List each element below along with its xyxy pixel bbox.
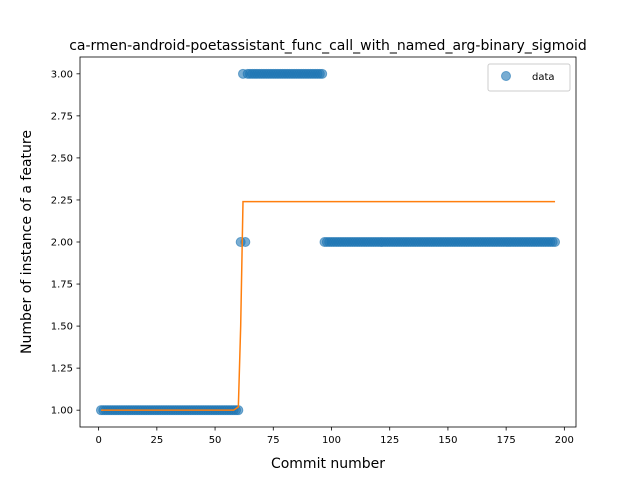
y-tick-label: 1.50: [51, 322, 73, 333]
y-tick-label: 2.00: [51, 238, 73, 249]
x-axis-label: Commit number: [271, 456, 385, 472]
y-tick-label: 1.00: [51, 406, 73, 417]
x-tick-label: 50: [209, 435, 222, 446]
x-tick-label: 0: [95, 435, 101, 446]
x-tick-label: 150: [438, 435, 457, 446]
x-tick-label: 75: [267, 435, 280, 446]
x-tick-label: 25: [150, 435, 163, 446]
y-tick-label: 2.50: [51, 153, 73, 164]
y-tick-label: 2.75: [51, 111, 73, 122]
plot-area: 0 25 50 75 100 125 150 175 200 1.00 1.25 1.50 1.75 2.…: [51, 56, 577, 446]
fit-line: [100, 200, 556, 411]
data-point: [240, 237, 251, 247]
x-tick-label: 100: [322, 435, 341, 446]
chart-title: ca-rmen-android-poetassistant_func_call_…: [69, 38, 587, 54]
legend: data: [487, 63, 571, 92]
data-point: [317, 68, 328, 79]
legend-label-data: data: [532, 72, 555, 83]
legend-marker-data: [501, 71, 511, 81]
x-tick-label: 200: [555, 435, 574, 446]
data-point: [550, 237, 561, 247]
legend-box: [487, 63, 571, 92]
y-tick-label: 1.25: [51, 364, 73, 375]
y-tick-label: 3.00: [51, 69, 73, 80]
y-axis-label: Number of instance of a feature: [19, 130, 35, 354]
y-tick-label: 2.25: [51, 195, 73, 206]
y-tick-label: 1.75: [51, 280, 73, 291]
x-tick-label: 125: [380, 435, 399, 446]
x-tick-label: 175: [497, 435, 516, 446]
